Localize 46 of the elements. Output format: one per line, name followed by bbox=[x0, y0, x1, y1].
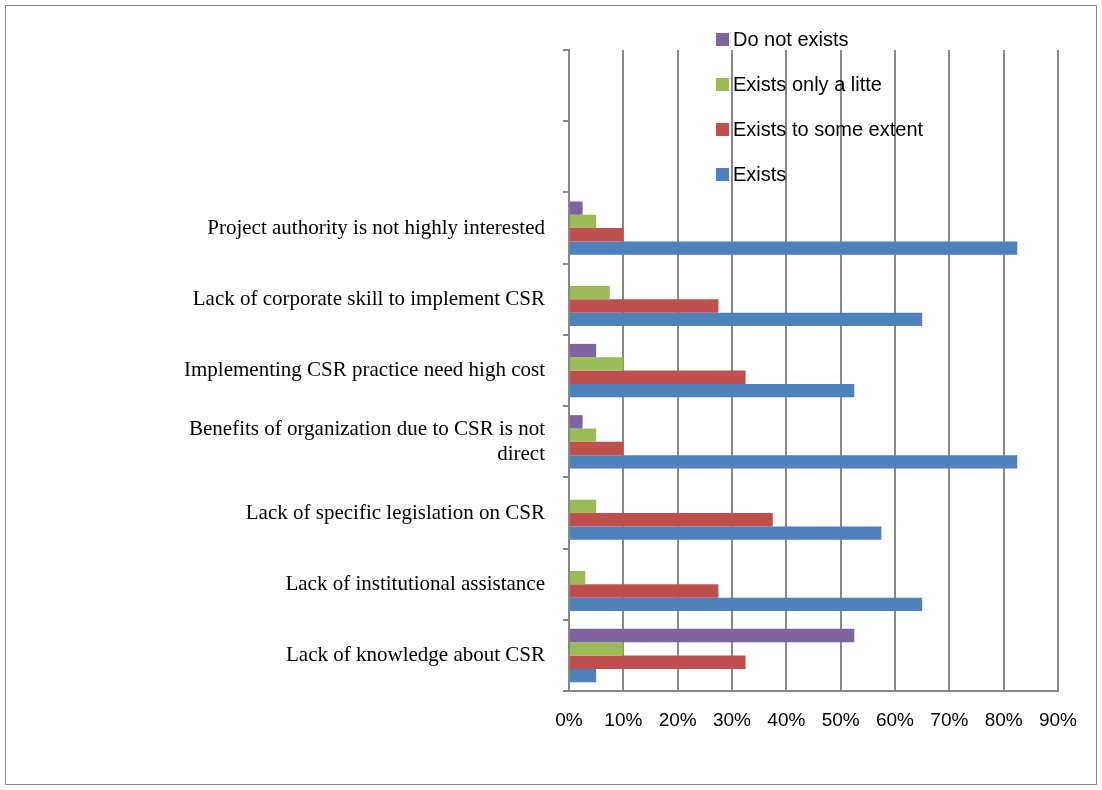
bar bbox=[570, 383, 855, 398]
bar bbox=[570, 415, 583, 429]
legend-label: Exists to some extent bbox=[733, 118, 924, 141]
bar bbox=[570, 584, 719, 598]
y-tick-label: Benefits of organization due to CSR is not direct bbox=[189, 415, 546, 465]
bar bbox=[570, 441, 624, 456]
y-tick-label: Lack of knowledge about CSR bbox=[286, 642, 545, 667]
legend-label: Do not exists bbox=[733, 28, 849, 51]
bar bbox=[570, 299, 719, 313]
y-tick-label: Project authority is not highly interested bbox=[207, 214, 546, 239]
x-tick-label: 70% bbox=[930, 708, 969, 730]
legend-label: Exists bbox=[733, 163, 787, 186]
bar bbox=[570, 201, 583, 215]
bar bbox=[570, 357, 624, 371]
y-tick-label: Lack of specific legislation on CSR bbox=[245, 499, 545, 524]
bar bbox=[570, 343, 597, 358]
x-tick-label: 60% bbox=[875, 708, 915, 730]
bar bbox=[570, 214, 597, 229]
x-tick-label: 50% bbox=[821, 708, 860, 730]
bar bbox=[570, 312, 923, 327]
bar bbox=[570, 513, 773, 527]
x-tick-label: 20% bbox=[658, 708, 697, 730]
bar bbox=[570, 655, 746, 669]
x-tick-label: 80% bbox=[984, 708, 1023, 730]
y-tick-label: Lack of corporate skill to implement CSR bbox=[192, 285, 545, 310]
x-tick-label: 40% bbox=[767, 708, 806, 730]
x-tick-label: 0% bbox=[555, 708, 583, 730]
bar bbox=[570, 642, 624, 656]
bar bbox=[570, 455, 1018, 469]
bar bbox=[570, 286, 610, 300]
bar bbox=[570, 370, 746, 384]
legend-label: Exists only a litte bbox=[733, 73, 882, 96]
bar bbox=[570, 628, 855, 643]
x-tick-label: 90% bbox=[1038, 708, 1078, 730]
bar bbox=[570, 597, 923, 612]
y-tick-label: Lack of institutional assistance bbox=[285, 570, 545, 595]
x-tick-label: 30% bbox=[712, 708, 752, 730]
bar bbox=[570, 570, 586, 585]
bar bbox=[570, 499, 597, 514]
bar bbox=[570, 428, 597, 442]
bar bbox=[570, 668, 597, 683]
y-tick-label: Implementing CSR practice need high cost bbox=[184, 357, 546, 382]
bar bbox=[570, 241, 1018, 255]
bar bbox=[570, 526, 882, 540]
x-tick-label: 10% bbox=[604, 708, 643, 730]
bar bbox=[570, 228, 624, 242]
